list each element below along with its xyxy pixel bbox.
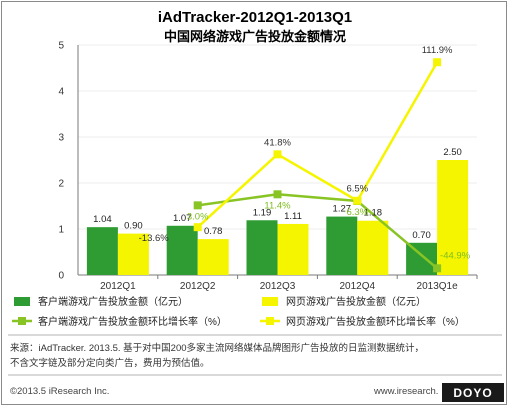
data-labels: 1.04 1.07 1.19 1.27 0.70 0.90 0.78 1.11 1.18 2.50… xyxy=(93,45,471,261)
bar-client xyxy=(86,227,118,275)
legend-swatch xyxy=(14,297,30,306)
source-note-line2: 不含文字链及部分定向类广告，费用为预估值。 xyxy=(10,357,210,369)
source-note-line1: 来源：iAdTracker. 2013.5. 基于对中国200多家主流网络媒体品… xyxy=(10,342,424,354)
growth-lines xyxy=(193,58,442,273)
bar-value-label: 1.11 xyxy=(284,211,302,222)
y-tick-label: 0 xyxy=(58,271,64,282)
growth-value-label: 6.5% xyxy=(346,184,368,195)
x-axis: 2012Q1 2012Q2 2012Q3 2012Q4 2013Q1e xyxy=(100,275,478,292)
bar-value-label: 0.70 xyxy=(412,230,431,241)
legend-swatch-marker xyxy=(266,317,274,325)
bar-value-label: 0.90 xyxy=(124,221,143,232)
y-tick-label: 5 xyxy=(58,41,64,52)
bar-value-label: 1.04 xyxy=(93,214,112,225)
x-tick-label: 2012Q1 xyxy=(100,281,136,292)
growth-value-label: 41.8% xyxy=(264,137,291,148)
y-tick-label: 2 xyxy=(58,179,64,190)
bar-web xyxy=(437,160,469,275)
x-tick-label: 2012Q2 xyxy=(180,281,216,292)
y-tick-label: 3 xyxy=(58,133,64,144)
x-tick-label: 2012Q3 xyxy=(260,281,296,292)
growth-line-client xyxy=(197,193,438,270)
bar-value-label: 1.18 xyxy=(364,208,383,219)
legend-label: 网页游戏广告投放金额（亿元） xyxy=(286,295,426,308)
doyo-logo-icon xyxy=(442,383,504,402)
chart-title: iAdTracker-2012Q1-2013Q1 xyxy=(158,9,352,26)
x-tick-label: 2012Q4 xyxy=(340,281,376,292)
website: www.iresearch. xyxy=(373,386,438,397)
doyo-logo-text: DOYO xyxy=(453,386,492,400)
legend-label: 客户端游戏广告投放金额环比增长率（%） xyxy=(38,315,227,328)
legend-swatch xyxy=(262,297,278,306)
growth-value-label: 3.0% xyxy=(187,211,209,222)
y-axis: 0 1 2 3 4 5 xyxy=(58,41,64,282)
growth-value-label: -44.9% xyxy=(440,250,471,261)
growth-marker xyxy=(273,150,282,159)
bar-value-label: 1.19 xyxy=(253,207,272,218)
growth-marker xyxy=(193,223,202,232)
growth-marker xyxy=(193,201,202,210)
bar-value-label: 0.78 xyxy=(204,226,223,237)
growth-marker xyxy=(353,196,362,205)
bar-client xyxy=(406,242,438,275)
legend: 客户端游戏广告投放金额（亿元） 网页游戏广告投放金额（亿元） 客户端游戏广告投放金额… xyxy=(12,295,465,328)
x-tick-label: 2013Q1e xyxy=(417,281,459,292)
bars xyxy=(86,160,469,275)
chart-subtitle: 中国网络游戏广告投放金额情况 xyxy=(164,29,346,44)
bar-web xyxy=(277,223,309,275)
legend-swatch-marker xyxy=(18,317,26,325)
bar-value-label: 1.07 xyxy=(173,213,192,224)
copyright: ©2013.5 iResearch Inc. xyxy=(10,386,109,397)
y-tick-label: 4 xyxy=(58,87,64,98)
legend-label: 客户端游戏广告投放金额（亿元） xyxy=(38,295,188,308)
growth-marker xyxy=(433,264,442,273)
bar-web xyxy=(117,233,149,275)
bar-client xyxy=(246,220,278,275)
bar-web xyxy=(357,220,389,275)
growth-value-label: -13.6% xyxy=(139,233,170,244)
growth-value-label: 6.3% xyxy=(346,207,368,218)
bar-value-label: 2.50 xyxy=(443,147,462,158)
y-tick-label: 1 xyxy=(58,225,64,236)
bar-web xyxy=(197,239,229,275)
growth-value-label: 111.9% xyxy=(422,45,453,56)
growth-marker xyxy=(433,58,442,67)
growth-marker xyxy=(273,190,282,199)
growth-line-web xyxy=(196,61,439,229)
bar-client xyxy=(166,225,198,275)
bar-value-label: 1.27 xyxy=(333,204,352,215)
bar-client xyxy=(326,216,358,275)
growth-value-label: 11.4% xyxy=(264,200,291,211)
legend-label: 网页游戏广告投放金额环比增长率（%） xyxy=(286,315,465,328)
